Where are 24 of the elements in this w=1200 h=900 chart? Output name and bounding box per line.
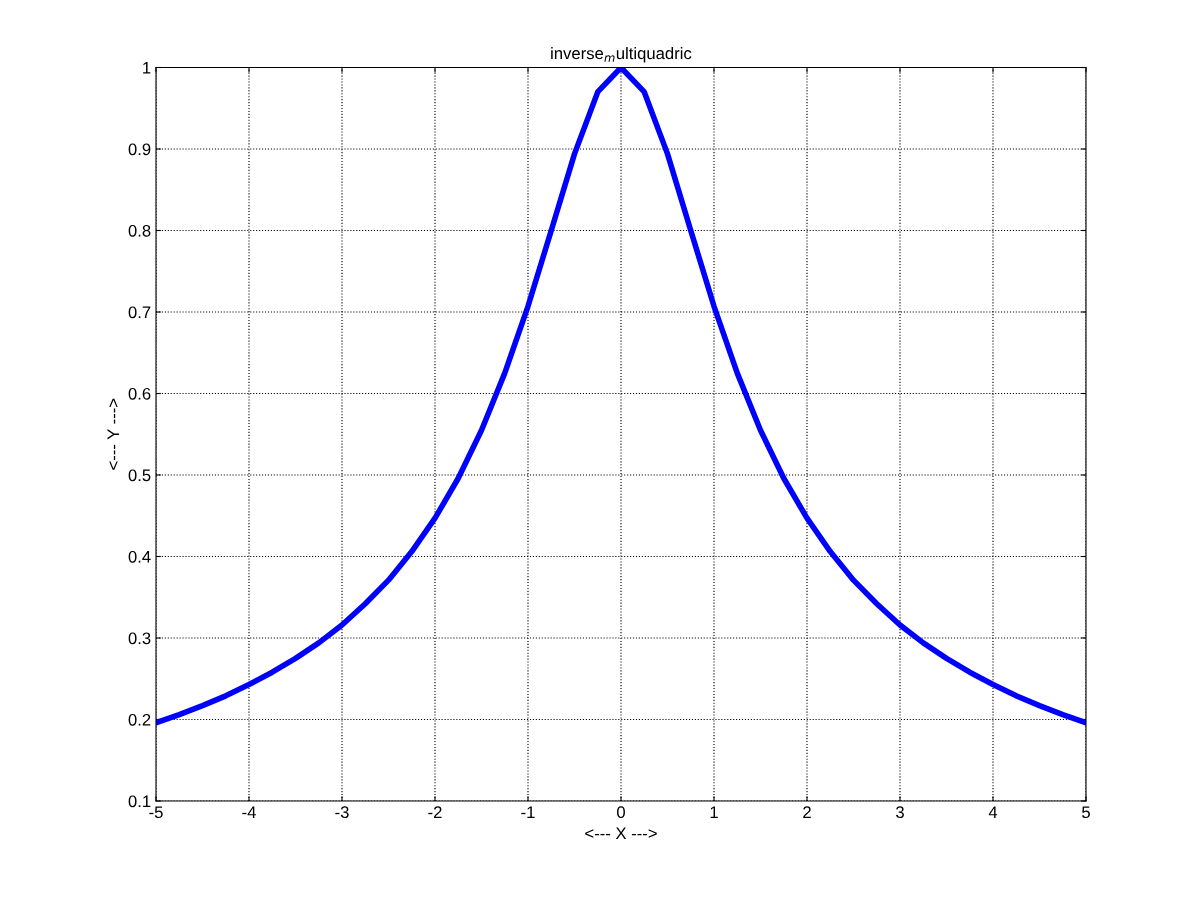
x-tick-label: -1	[521, 806, 535, 818]
y-tick-label: 0.5	[128, 469, 151, 482]
x-tick-label: -3	[335, 806, 349, 819]
y-tick-label: 1	[143, 62, 151, 74]
x-tick-label: 1	[710, 806, 718, 818]
y-tick-label: 0.7	[128, 306, 151, 319]
x-tick-label: 4	[988, 806, 998, 818]
x-tick-label: 5	[1082, 806, 1090, 819]
y-tick-label: 0.6	[128, 387, 151, 400]
x-axis-title: <--- X --->	[585, 827, 657, 840]
x-tick-label: -2	[428, 806, 442, 818]
x-tick-label: 0	[617, 806, 625, 819]
y-tick-label: 0.9	[128, 143, 151, 156]
y-tick-label: 0.8	[128, 224, 151, 237]
y-tick-label: 0.1	[128, 795, 151, 808]
x-tick-label: 3	[896, 806, 904, 819]
chart-title: inverse$_{m}$ultiquadric	[551, 47, 692, 63]
y-tick-label: 0.4	[128, 550, 151, 563]
y-tick-label: 0.3	[128, 632, 151, 645]
x-tick-label: -5	[149, 806, 163, 819]
x-tick-label: -4	[242, 806, 256, 818]
y-tick-label: 0.2	[128, 713, 151, 726]
x-tick-label: 2	[803, 806, 811, 818]
y-axis-title: <--- Y --->	[107, 398, 119, 470]
